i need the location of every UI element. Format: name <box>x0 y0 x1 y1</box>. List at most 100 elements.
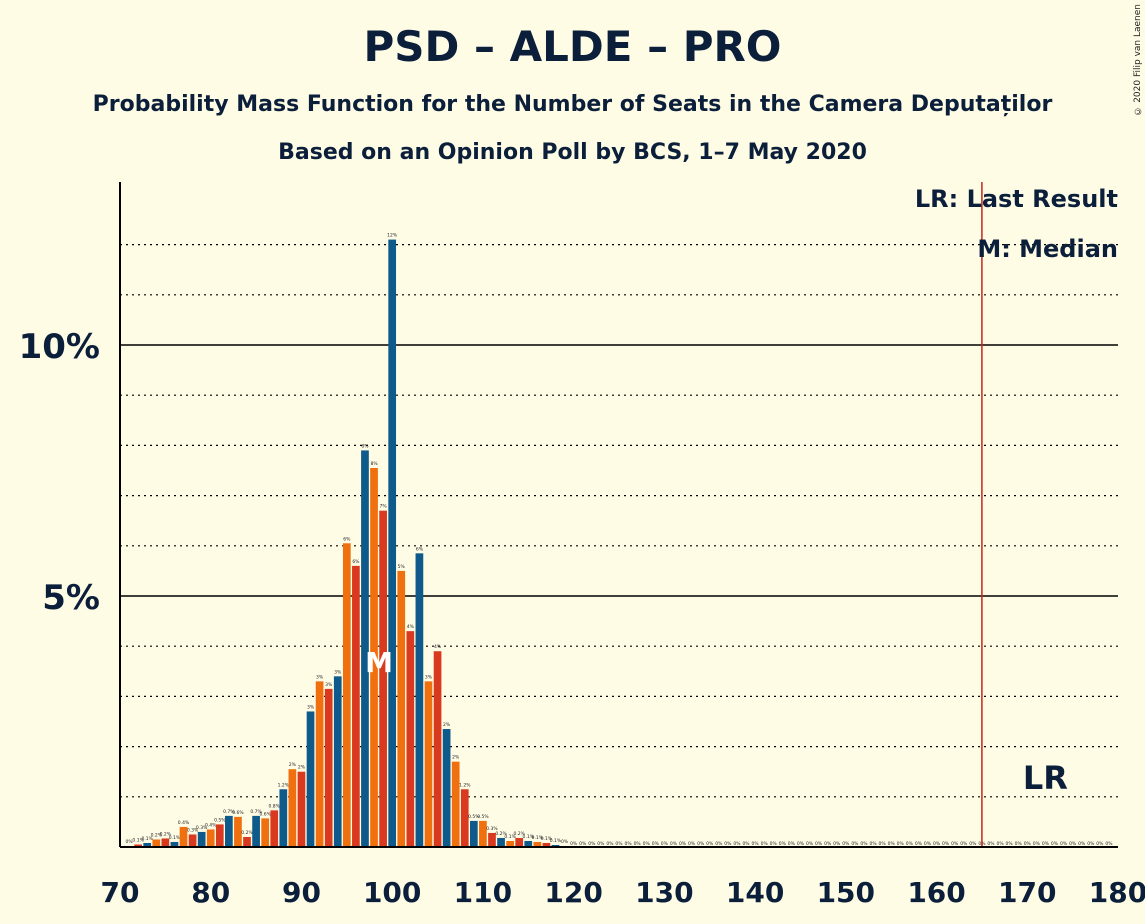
bar-value-label: 0.3% <box>486 826 498 832</box>
bar-value-label: 0.2% <box>160 831 172 837</box>
bar-value-label: 0.8% <box>269 803 281 809</box>
x-tick-label: 80 <box>191 876 230 909</box>
bar <box>288 769 297 847</box>
bar <box>306 711 315 847</box>
bar-value-label: 0.2% <box>513 831 525 837</box>
bar <box>252 815 260 847</box>
bar-value-label: 1.2% <box>459 782 471 788</box>
bar-value-label: 0.2% <box>241 830 253 836</box>
x-tick-label: 170 <box>998 876 1056 909</box>
bar-value-label: 8% <box>370 461 378 467</box>
bar <box>179 826 188 847</box>
legend-last-result: LR: Last Result <box>914 185 1118 213</box>
bar-value-label: 0% <box>597 841 605 847</box>
bar <box>188 834 197 847</box>
bar-value-label: 0% <box>942 841 950 847</box>
bar-value-label: 0% <box>842 841 850 847</box>
x-tick-label: 100 <box>363 876 421 909</box>
bar <box>460 789 469 847</box>
bar <box>333 676 342 847</box>
bar <box>270 810 279 847</box>
bar-value-label: 0% <box>806 841 814 847</box>
bar-value-label: 0% <box>879 841 887 847</box>
bar-value-label: 0% <box>869 841 877 847</box>
bar-value-label: 7% <box>380 504 388 510</box>
bar-value-label: 0% <box>579 841 587 847</box>
bar <box>170 841 179 847</box>
bar-value-label: 0% <box>951 841 959 847</box>
bar-value-label: 0% <box>733 841 741 847</box>
bar-value-label: 0% <box>888 841 896 847</box>
bar <box>279 789 288 847</box>
bar <box>533 841 542 847</box>
bar <box>361 450 369 847</box>
bar-value-label: 0% <box>679 841 687 847</box>
bar <box>243 836 251 847</box>
bar-value-label: 3% <box>325 682 333 688</box>
bar-value-label: 5% <box>398 564 406 570</box>
bar-value-label: 0.7% <box>223 809 235 815</box>
bar-value-label: 6% <box>343 536 351 542</box>
bar <box>415 553 424 847</box>
bar-value-label: 0.1% <box>132 837 144 843</box>
bar-value-label: 2% <box>443 722 451 728</box>
bar-value-label: 0% <box>561 839 569 845</box>
bar <box>497 837 505 847</box>
legend-median: M: Median <box>977 235 1118 263</box>
bar-value-label: 0.7% <box>250 809 262 815</box>
bar <box>261 818 270 847</box>
bar-value-label: 0% <box>661 841 669 847</box>
bar-value-label: 0% <box>987 841 995 847</box>
bar-value-label: 0% <box>634 841 642 847</box>
bar-value-label: 0% <box>860 841 868 847</box>
bar-value-label: 0.1% <box>532 835 544 841</box>
bar-value-label: 2% <box>298 765 306 771</box>
bar-value-label: 0% <box>606 841 614 847</box>
bar-value-label: 0.1% <box>550 838 562 844</box>
bar-value-label: 0.1% <box>504 834 516 840</box>
bar-value-label: 0.1% <box>541 836 553 842</box>
bar-value-label: 0% <box>1051 841 1059 847</box>
bar-value-label: 0% <box>126 839 134 845</box>
bar <box>315 681 324 847</box>
bar-value-label: 0% <box>1042 841 1050 847</box>
x-tick-label: 130 <box>635 876 693 909</box>
bar-value-label: 0% <box>588 841 596 847</box>
bar-value-label: 0% <box>797 841 805 847</box>
bar-value-label: 0% <box>1087 841 1095 847</box>
x-tick-label: 160 <box>907 876 965 909</box>
bar <box>234 816 242 847</box>
bar-value-label: 0% <box>1060 841 1068 847</box>
bar <box>388 239 397 847</box>
chart-title: PSD – ALDE – PRO <box>363 22 782 71</box>
bar-value-label: 3% <box>307 704 315 710</box>
bar-value-label: 8% <box>361 443 369 449</box>
bar-value-label: 2% <box>452 755 460 761</box>
bar-value-label: 0.3% <box>196 825 208 831</box>
bar <box>551 844 560 847</box>
bar-value-label: 0% <box>906 841 914 847</box>
bar-value-label: 1.2% <box>278 782 290 788</box>
bar-value-label: 0% <box>1033 841 1041 847</box>
bar-value-label: 0% <box>815 841 823 847</box>
bar <box>524 840 533 847</box>
bar-value-label: 0% <box>770 841 778 847</box>
bar <box>134 844 143 847</box>
bar-value-label: 0.1% <box>169 835 181 841</box>
x-tick-label: 150 <box>817 876 875 909</box>
bar <box>342 543 351 847</box>
bar <box>469 820 478 847</box>
bar-value-label: 6% <box>416 546 424 552</box>
bar <box>397 570 406 847</box>
bar-value-label: 12% <box>387 233 398 239</box>
bar-value-label: 0% <box>652 841 660 847</box>
bar <box>324 688 333 847</box>
bar <box>370 467 378 847</box>
bar-value-label: 0% <box>1105 841 1113 847</box>
x-tick-label: 120 <box>544 876 602 909</box>
last-result-label: LR <box>1023 759 1068 797</box>
bar-value-label: 3% <box>316 674 324 680</box>
bar-value-label: 0.2% <box>151 832 163 838</box>
y-tick-label: 5% <box>42 578 100 618</box>
